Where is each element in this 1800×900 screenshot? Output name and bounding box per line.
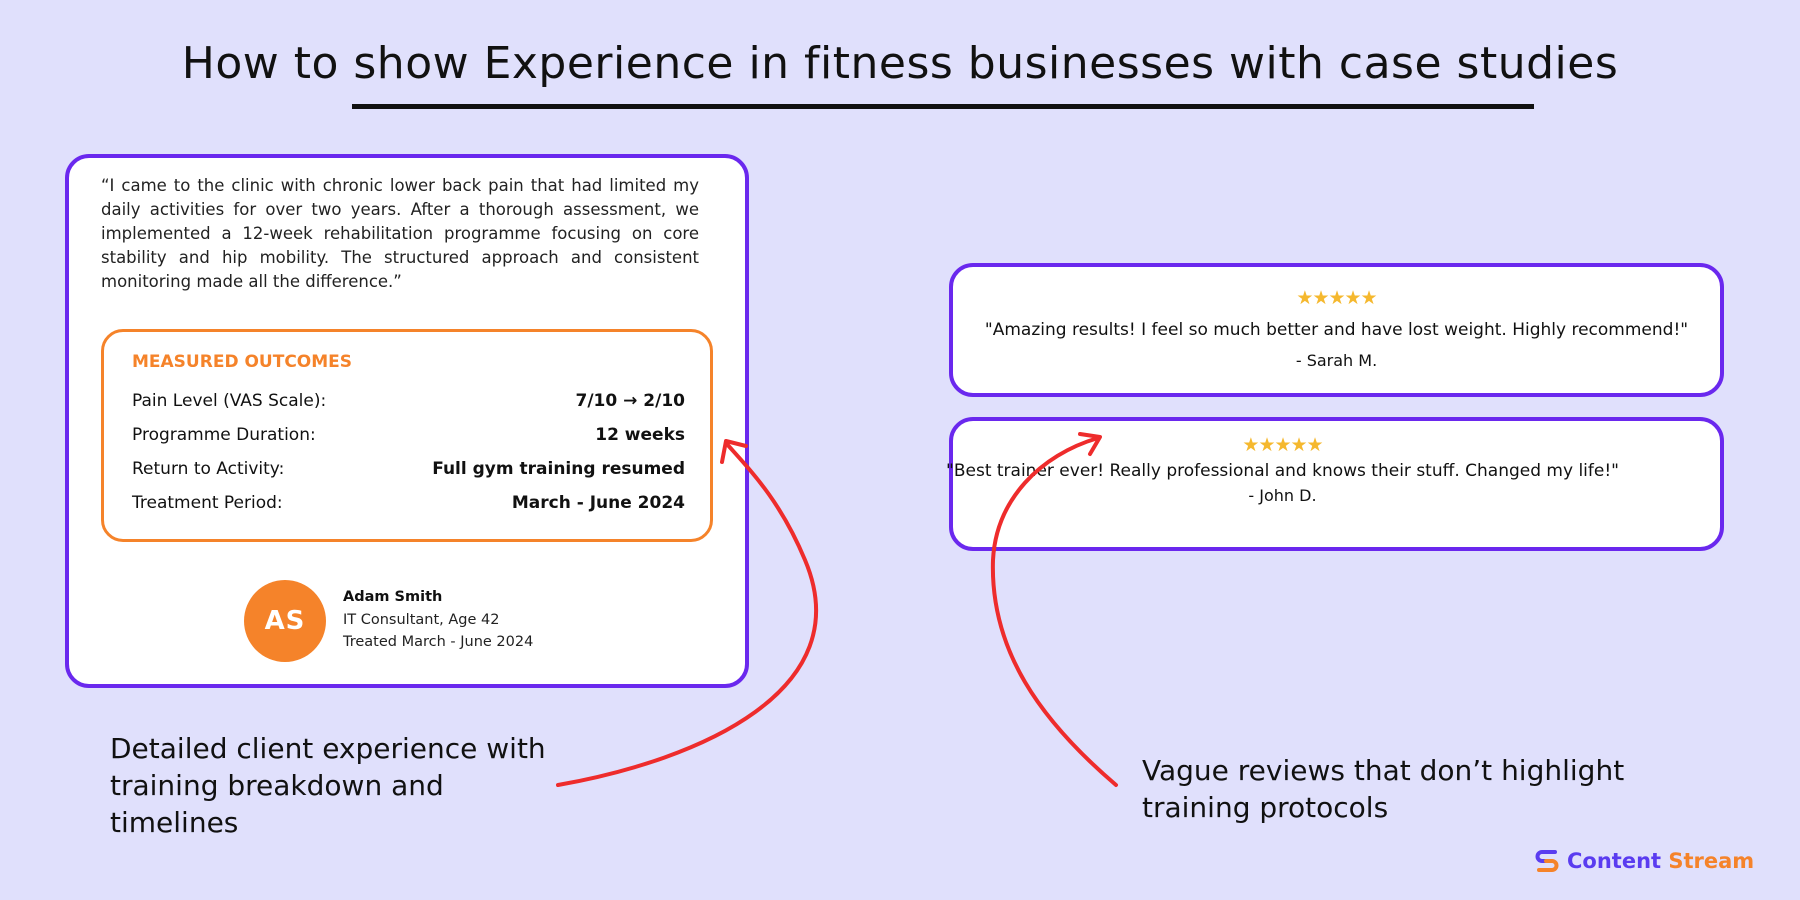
outcome-label: Programme Duration: [132, 425, 316, 445]
review-author: - Sarah M. [1295, 351, 1378, 370]
outcome-value: 12 weeks [595, 425, 685, 445]
logo-icon [1535, 850, 1559, 872]
review-card [949, 263, 1724, 397]
outcome-value: March - June 2024 [511, 493, 685, 513]
outcome-row: Treatment Period: March - June 2024 [132, 493, 685, 513]
annotation-line: training protocols [1142, 791, 1389, 824]
review-author: - John D. [1248, 486, 1317, 505]
page-title: How to show Experience in fitness busine… [181, 38, 1619, 89]
star-rating: ★★★★★ [1242, 434, 1323, 456]
outcome-row: Pain Level (VAS Scale): 7/10 → 2/10 [132, 391, 685, 411]
arrow-left-head [720, 439, 748, 464]
client-treated: Treated March - June 2024 [343, 634, 534, 650]
outcome-label: Treatment Period: [132, 493, 283, 513]
logo-text-content: Content [1567, 849, 1662, 873]
annotation-line: timelines [110, 806, 239, 839]
annotation-line: Detailed client experience with [110, 732, 546, 765]
content-stream-logo: Content Stream [1535, 848, 1754, 874]
annotation-right: Vague reviews that don’t highlight train… [1142, 752, 1624, 826]
outcome-value: 7/10 → 2/10 [575, 391, 685, 411]
case-study-quote: “I came to the clinic with chronic lower… [101, 176, 699, 291]
star-rating: ★★★★★ [1296, 287, 1377, 309]
client-role: IT Consultant, Age 42 [343, 612, 500, 628]
outcomes-title: MEASURED OUTCOMES [132, 352, 353, 372]
arrow-right [990, 436, 1118, 787]
outcome-label: Return to Activity: [132, 459, 285, 479]
client-name: Adam Smith [343, 589, 443, 605]
outcome-row: Return to Activity: Full gym training res… [132, 459, 685, 479]
arrow-right-head [1078, 432, 1102, 456]
review-text: "Best trainer ever! Really professional … [946, 461, 1619, 481]
avatar: AS [244, 580, 326, 662]
measured-outcomes-box [101, 329, 713, 542]
review-text: "Amazing results! I feel so much better … [984, 320, 1689, 340]
annotation-line: training breakdown and [110, 769, 444, 802]
annotation-line: Vague reviews that don’t highlight [1142, 754, 1625, 787]
review-card [949, 417, 1724, 551]
case-study-card [65, 154, 749, 688]
outcome-row: Programme Duration: 12 weeks [132, 425, 685, 445]
outcome-label: Pain Level (VAS Scale): [132, 391, 327, 411]
outcome-value: Full gym training resumed [432, 459, 685, 479]
annotation-left: Detailed client experience with training… [110, 730, 546, 841]
title-underline [352, 104, 1534, 109]
logo-text-stream: Stream [1668, 849, 1755, 873]
arrow-left [556, 441, 819, 787]
